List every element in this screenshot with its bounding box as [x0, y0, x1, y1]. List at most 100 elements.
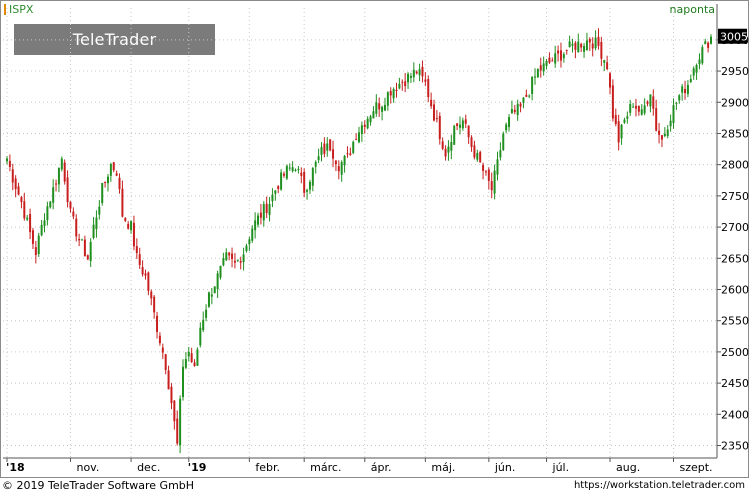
candle-body [17, 186, 20, 195]
footer-url[interactable]: https://workstation.teletrader.com [573, 480, 745, 491]
candle-body [306, 189, 309, 192]
candle-body [539, 65, 542, 71]
candle-body [392, 89, 395, 99]
candle-body [536, 68, 539, 78]
candle-body [583, 46, 586, 52]
candle-body [210, 294, 213, 297]
candle-body [502, 133, 505, 151]
candle-body [236, 259, 239, 261]
candle-body [516, 103, 519, 116]
y-tick-label: 2600 [721, 283, 749, 296]
candle-body [26, 217, 29, 220]
candle-body [161, 347, 164, 353]
candle-body [343, 155, 346, 166]
candle-body [78, 238, 81, 241]
candle-body [291, 167, 294, 172]
candle-body [381, 106, 384, 112]
y-tick-label: 2800 [721, 159, 749, 172]
y-tick-label: 2350 [721, 440, 749, 453]
candle-body [710, 36, 712, 44]
candle-body [144, 273, 147, 276]
candle-body [611, 85, 614, 119]
candle-body [311, 168, 314, 186]
candle-body [476, 152, 479, 160]
candle-body [378, 103, 381, 110]
candle-body [458, 124, 461, 128]
candle-body [124, 217, 127, 221]
candle-body [156, 315, 159, 332]
candle-body [323, 143, 326, 154]
candle-body [689, 79, 692, 82]
candle-body [666, 129, 669, 136]
interval-label[interactable]: naponta [669, 3, 715, 16]
candle-body [591, 43, 594, 49]
candle-body [346, 153, 349, 155]
candle-body [531, 77, 534, 94]
x-tick-label: '18 [6, 461, 25, 474]
candle-body [43, 220, 46, 226]
candle-body [274, 190, 277, 194]
candle-body [66, 177, 69, 203]
candle-body [8, 160, 11, 167]
candle-body [430, 99, 433, 107]
last-value-box [718, 28, 747, 44]
candle-body [409, 75, 412, 78]
candle-body [14, 178, 17, 189]
candle-body [404, 81, 407, 87]
candle-body [565, 49, 568, 51]
candle-body [444, 148, 447, 157]
candle-body [649, 94, 652, 107]
candle-body [170, 386, 173, 404]
candle-body [401, 81, 404, 83]
candle-body [69, 201, 72, 209]
candle-body [660, 135, 663, 140]
candle-body [484, 171, 487, 173]
candle-body [242, 254, 245, 263]
candle-body [496, 159, 499, 175]
candle-body [513, 109, 516, 113]
candle-body [340, 162, 343, 175]
x-tick-label: febr. [255, 461, 280, 474]
candle-body [332, 149, 335, 159]
candlestick-chart[interactable]: 2350 2400 2450 2500 2550 2600 2650 2700 2750 2800… [0, 0, 749, 478]
candle-body [112, 162, 115, 171]
candle-body [464, 119, 467, 124]
candle-body [551, 60, 554, 62]
candle-body [104, 181, 107, 183]
candle-body [646, 101, 649, 104]
copyright-text: © 2019 TeleTrader Software GmbH [2, 479, 195, 492]
symbol-label[interactable]: ISPX [9, 3, 34, 16]
y-axis: 2350 2400 2450 2500 2550 2600 2650 2700 2750 2800… [716, 4, 749, 458]
candle-body [461, 120, 464, 129]
y-tick-label: 2900 [721, 96, 749, 109]
candle-body [681, 86, 684, 93]
candles [6, 28, 712, 454]
y-tick-label: 2850 [721, 127, 749, 140]
y-tick-label: 2550 [721, 315, 749, 328]
candle-body [609, 73, 612, 88]
candle-body [55, 183, 58, 185]
candle-body [92, 224, 95, 238]
candle-body [294, 169, 297, 171]
candle-body [158, 335, 161, 344]
chart-frame [0, 0, 749, 478]
candle-body [167, 370, 170, 390]
candle-body [438, 116, 441, 140]
candle-body [6, 158, 8, 162]
candle-body [285, 165, 288, 179]
candle-body [184, 358, 187, 368]
candle-body [193, 362, 196, 366]
y-tick-label: 2500 [721, 346, 749, 359]
candle-body [222, 258, 225, 266]
x-tick-label: dec. [137, 461, 160, 474]
candle-body [482, 164, 485, 171]
candle-body [179, 398, 182, 446]
candle-body [98, 206, 101, 215]
candle-body [303, 171, 306, 193]
candle-body [695, 64, 698, 73]
candle-body [433, 104, 436, 121]
candle-body [72, 211, 75, 217]
candle-body [141, 267, 144, 275]
candle-body [127, 223, 130, 229]
